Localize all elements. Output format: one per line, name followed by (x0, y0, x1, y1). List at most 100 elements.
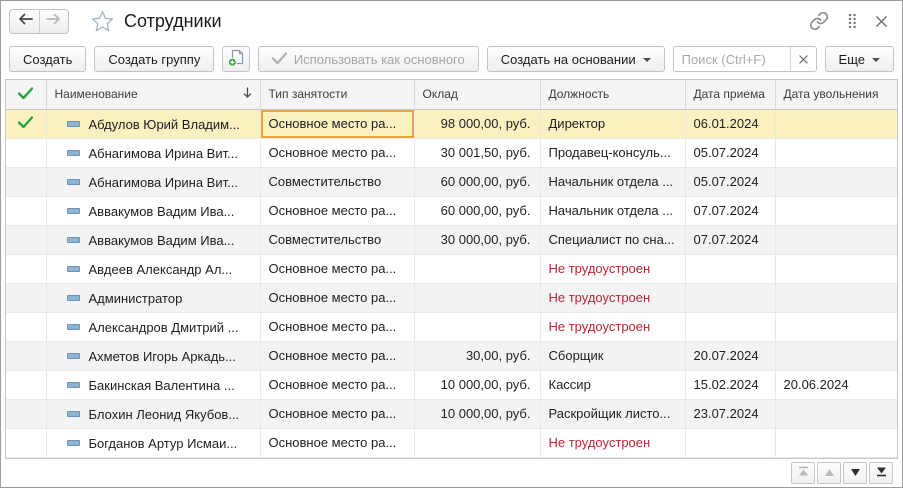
cell-salary[interactable]: 60 000,00, руб. (414, 167, 541, 197)
cell-name[interactable]: Администратор (46, 283, 261, 313)
cell-salary[interactable]: 10 000,00, руб. (414, 399, 541, 429)
search-clear-button[interactable] (789, 47, 816, 71)
more-button[interactable]: Еще (824, 46, 894, 72)
table-row[interactable]: Аввакумов Вадим Ива... Основное место ра… (6, 196, 897, 226)
column-header-selection[interactable] (6, 80, 47, 110)
cell-position[interactable]: Директор (540, 109, 686, 139)
cell-dismissal-date[interactable] (775, 341, 897, 371)
column-header-hire-date[interactable]: Дата приема (685, 80, 776, 110)
cell-employment-type[interactable]: Совместительство (260, 167, 415, 197)
table-row[interactable]: Блохин Леонид Якубов... Основное место р… (6, 399, 897, 429)
cell-check[interactable] (6, 428, 47, 458)
cell-name[interactable]: Блохин Леонид Якубов... (46, 399, 261, 429)
cell-name[interactable]: Александров Дмитрий ... (46, 312, 261, 342)
column-header-salary[interactable]: Оклад (414, 80, 541, 110)
column-header-dismissal-date[interactable]: Дата увольнения (775, 80, 897, 110)
cell-position[interactable]: Не трудоустроен (540, 283, 686, 313)
cell-check[interactable] (6, 167, 47, 197)
cell-dismissal-date[interactable] (775, 312, 897, 342)
cell-hire-date[interactable]: 23.07.2024 (685, 399, 776, 429)
cell-check[interactable] (6, 370, 47, 400)
cell-name[interactable]: Бакинская Валентина ... (46, 370, 261, 400)
cell-name[interactable]: Абнагимова Ирина Вит... (46, 138, 261, 168)
cell-name[interactable]: Ахметов Игорь Аркадь... (46, 341, 261, 371)
column-header-name[interactable]: Наименование (46, 80, 261, 110)
cell-hire-date[interactable] (685, 283, 776, 313)
cell-name[interactable]: Авдеев Александр Ал... (46, 254, 261, 284)
table-row[interactable]: Администратор Основное место ра... Не тр… (6, 283, 897, 313)
cell-position[interactable]: Не трудоустроен (540, 254, 686, 284)
search-input[interactable] (673, 47, 790, 71)
cell-salary[interactable] (414, 428, 541, 458)
window-menu-dots-icon[interactable] (847, 12, 857, 30)
cell-hire-date[interactable] (685, 312, 776, 342)
cell-employment-type[interactable]: Основное место ра... (260, 254, 415, 284)
cell-dismissal-date[interactable] (775, 196, 897, 226)
cell-salary[interactable]: 30 001,50, руб. (414, 138, 541, 168)
cell-position[interactable]: Начальник отдела ... (540, 167, 686, 197)
cell-dismissal-date[interactable] (775, 109, 897, 139)
use-as-main-button[interactable]: Использовать как основного (257, 46, 479, 72)
cell-salary[interactable]: 30 000,00, руб. (414, 225, 541, 255)
column-header-position[interactable]: Должность (540, 80, 686, 110)
cell-position[interactable]: Не трудоустроен (540, 312, 686, 342)
table-row[interactable]: Абдулов Юрий Владим... Основное место ра… (6, 109, 897, 139)
cell-position[interactable]: Специалист по сна... (540, 225, 686, 255)
column-header-employment-type[interactable]: Тип занятости (260, 80, 415, 110)
cell-position[interactable]: Раскройщик листо... (540, 399, 686, 429)
cell-position[interactable]: Кассир (540, 370, 686, 400)
cell-check[interactable] (6, 109, 47, 139)
get-link-icon[interactable] (809, 11, 829, 31)
create-group-button[interactable]: Создать группу (94, 46, 215, 72)
create-button[interactable]: Создать (9, 46, 87, 72)
cell-position[interactable]: Сборщик (540, 341, 686, 371)
cell-dismissal-date[interactable] (775, 254, 897, 284)
table-row[interactable]: Абнагимова Ирина Вит... Основное место р… (6, 138, 897, 168)
cell-employment-type[interactable]: Основное место ра... (260, 196, 415, 226)
cell-dismissal-date[interactable] (775, 225, 897, 255)
cell-employment-type[interactable]: Основное место ра... (260, 428, 415, 458)
cell-employment-type[interactable]: Основное место ра... (260, 138, 415, 168)
forward-button[interactable] (39, 9, 68, 33)
cell-name[interactable]: Абдулов Юрий Владим... (46, 109, 261, 139)
cell-check[interactable] (6, 254, 47, 284)
cell-check[interactable] (6, 283, 47, 313)
cell-name[interactable]: Богданов Артур Исмаи... (46, 428, 261, 458)
cell-dismissal-date[interactable] (775, 399, 897, 429)
cell-check[interactable] (6, 138, 47, 168)
back-button[interactable] (10, 10, 39, 33)
cell-salary[interactable] (414, 254, 541, 284)
cell-dismissal-date[interactable] (775, 167, 897, 197)
table-row[interactable]: Бакинская Валентина ... Основное место р… (6, 370, 897, 400)
create-based-on-button[interactable]: Создать на основании (486, 46, 665, 72)
scroll-first-button[interactable] (791, 462, 815, 484)
cell-employment-type[interactable]: Основное место ра... (260, 341, 415, 371)
cell-hire-date[interactable]: 05.07.2024 (685, 167, 776, 197)
cell-employment-type[interactable]: Совместительство (260, 225, 415, 255)
cell-dismissal-date[interactable] (775, 283, 897, 313)
close-icon[interactable] (875, 15, 888, 28)
cell-hire-date[interactable]: 06.01.2024 (685, 109, 776, 139)
cell-salary[interactable]: 98 000,00, руб. (414, 109, 541, 139)
cell-name[interactable]: Аввакумов Вадим Ива... (46, 225, 261, 255)
cell-dismissal-date[interactable]: 20.06.2024 (775, 370, 897, 400)
cell-salary[interactable]: 30,00, руб. (414, 341, 541, 371)
cell-dismissal-date[interactable] (775, 138, 897, 168)
table-row[interactable]: Аввакумов Вадим Ива... Совместительство … (6, 225, 897, 255)
cell-hire-date[interactable]: 05.07.2024 (685, 138, 776, 168)
cell-hire-date[interactable]: 07.07.2024 (685, 225, 776, 255)
cell-hire-date[interactable] (685, 428, 776, 458)
copy-button[interactable] (222, 46, 250, 72)
cell-salary[interactable]: 60 000,00, руб. (414, 196, 541, 226)
cell-employment-type[interactable]: Основное место ра... (260, 109, 415, 139)
cell-salary[interactable] (414, 312, 541, 342)
cell-position[interactable]: Начальник отдела ... (540, 196, 686, 226)
table-row[interactable]: Александров Дмитрий ... Основное место р… (6, 312, 897, 342)
cell-employment-type[interactable]: Основное место ра... (260, 312, 415, 342)
table-row[interactable]: Ахметов Игорь Аркадь... Основное место р… (6, 341, 897, 371)
cell-position[interactable]: Продавец-консуль... (540, 138, 686, 168)
table-row[interactable]: Богданов Артур Исмаи... Основное место р… (6, 428, 897, 458)
cell-name[interactable]: Абнагимова Ирина Вит... (46, 167, 261, 197)
table-row[interactable]: Авдеев Александр Ал... Основное место ра… (6, 254, 897, 284)
cell-employment-type[interactable]: Основное место ра... (260, 370, 415, 400)
